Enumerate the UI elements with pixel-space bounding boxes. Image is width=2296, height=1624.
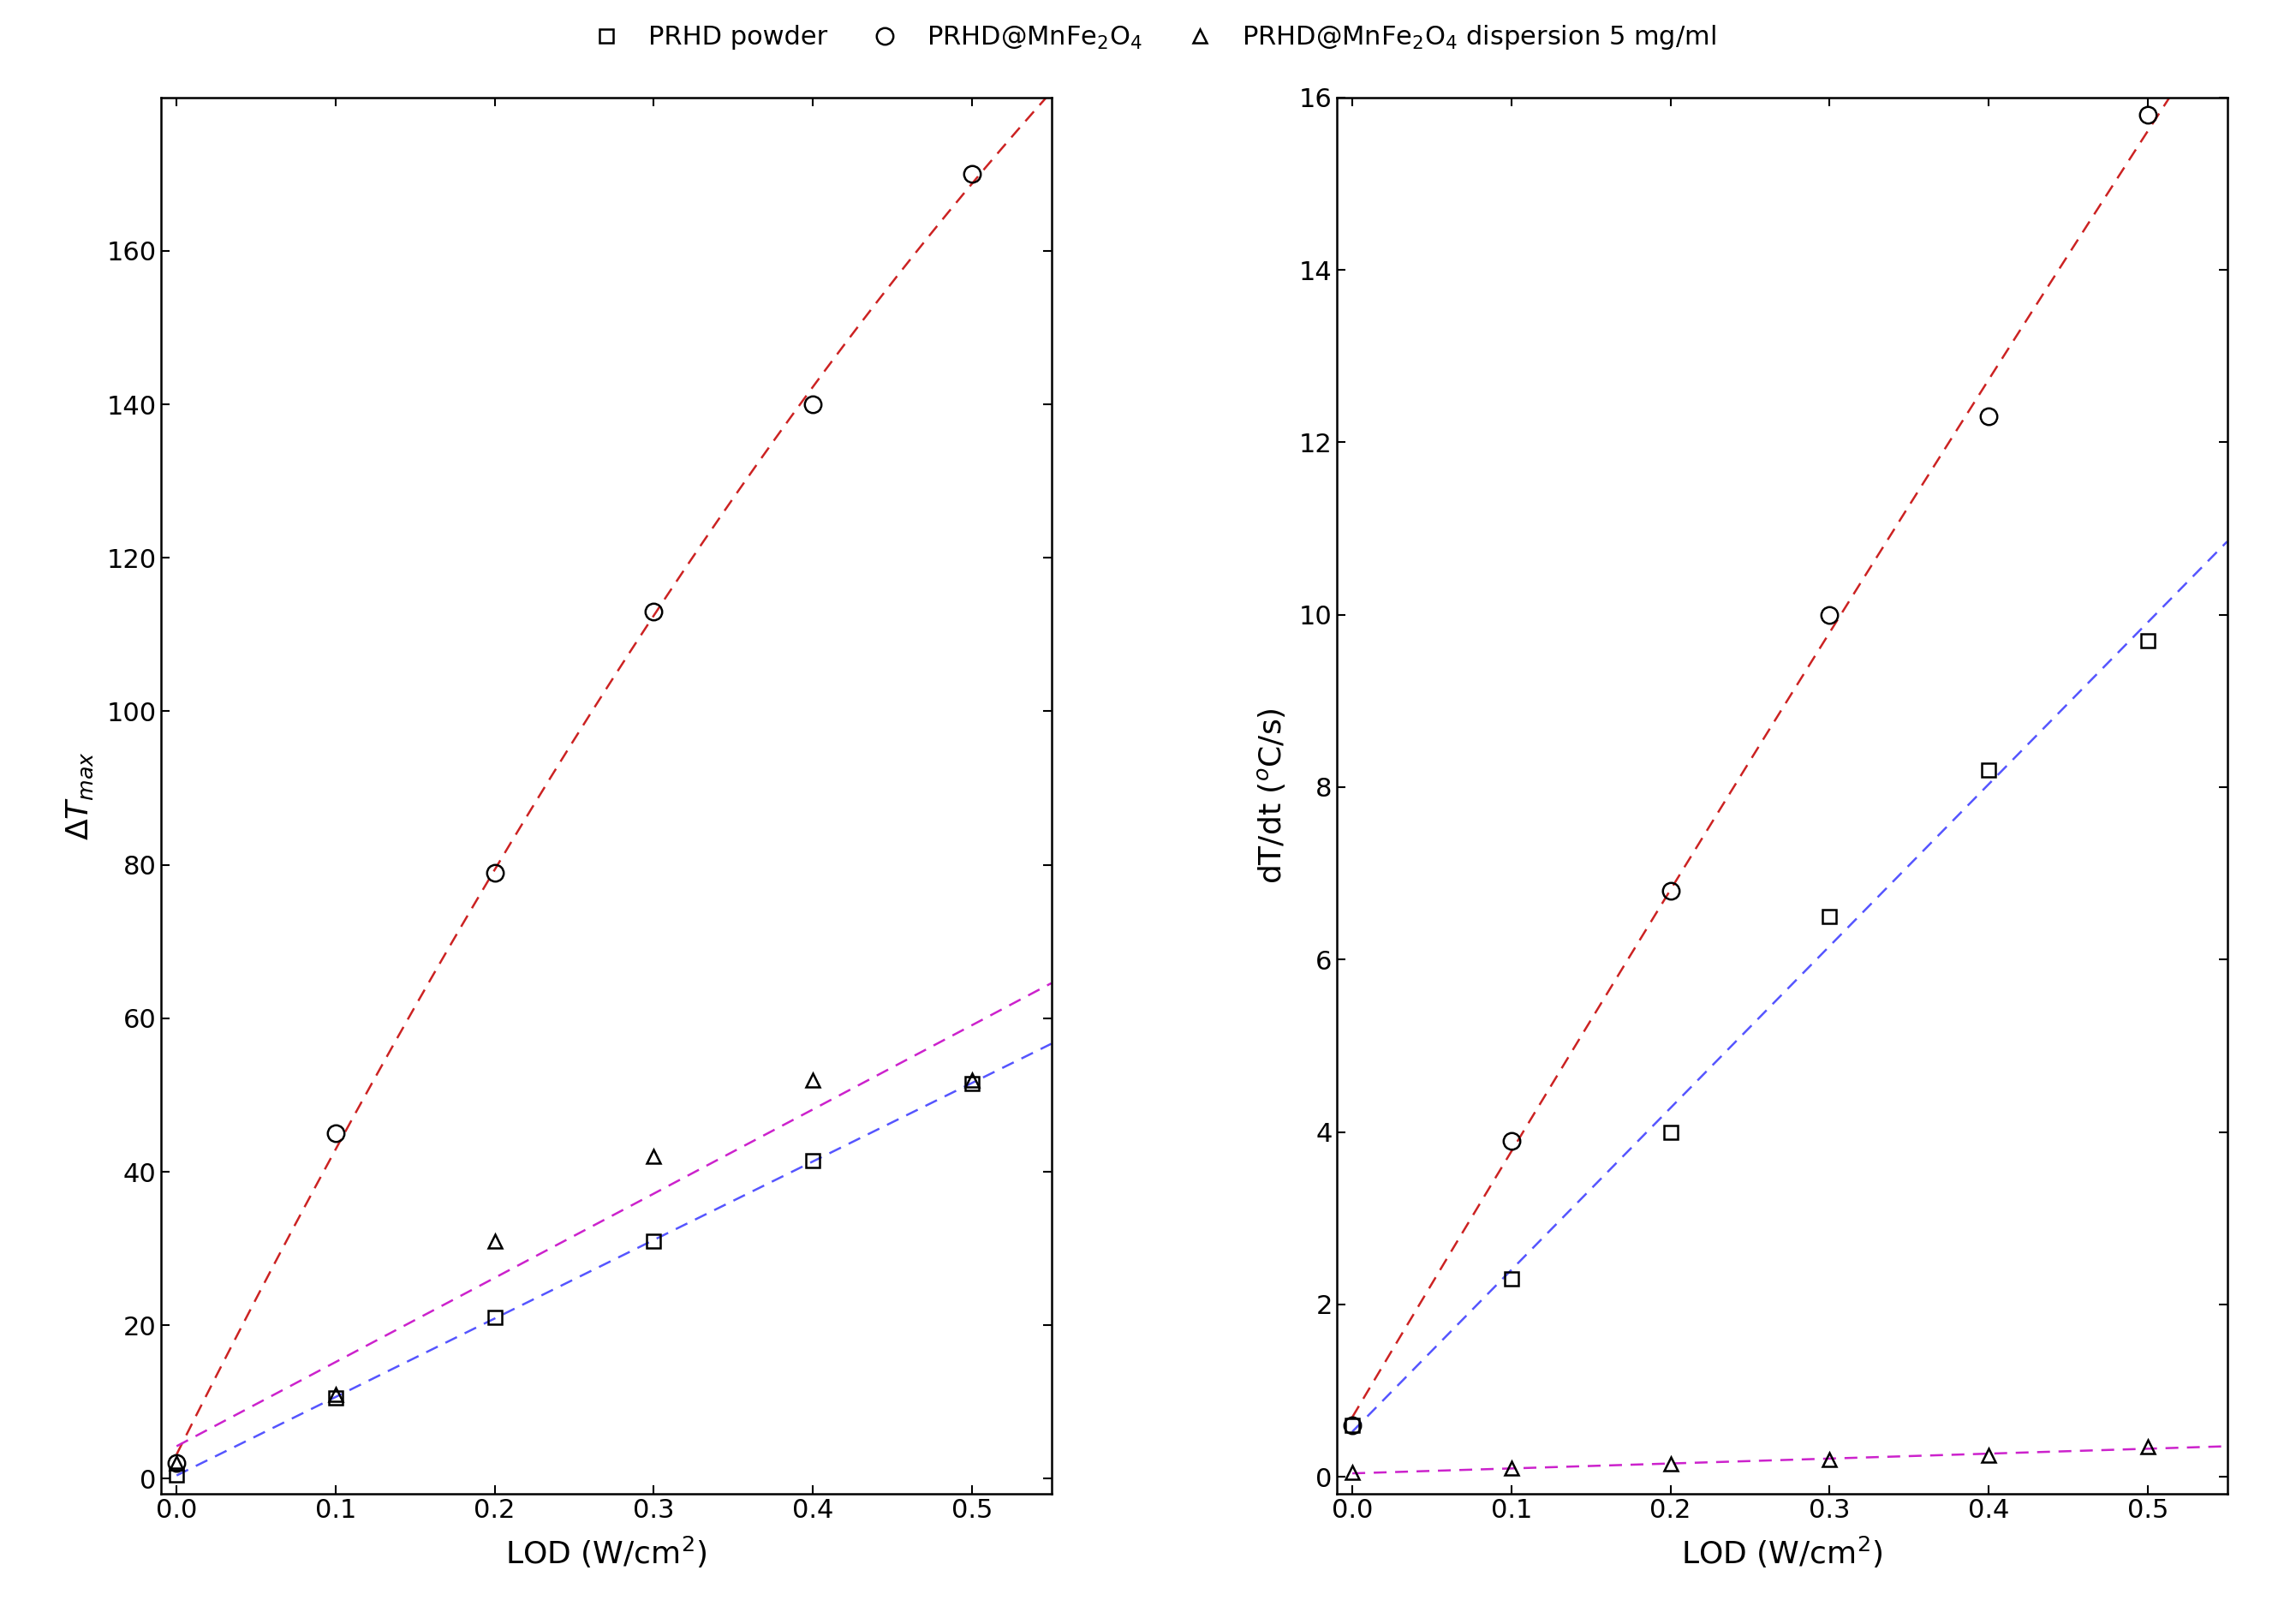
Legend: PRHD powder, PRHD@MnFe$_2$O$_4$, PRHD@MnFe$_2$O$_4$ dispersion 5 mg/ml: PRHD powder, PRHD@MnFe$_2$O$_4$, PRHD@Mn… [569, 13, 1727, 62]
Y-axis label: dT/dt ($^o$C/s): dT/dt ($^o$C/s) [1256, 708, 1288, 883]
X-axis label: LOD (W/cm$^2$): LOD (W/cm$^2$) [505, 1535, 707, 1570]
Y-axis label: $\Delta T_{max}$: $\Delta T_{max}$ [64, 752, 94, 840]
X-axis label: LOD (W/cm$^2$): LOD (W/cm$^2$) [1681, 1535, 1883, 1570]
